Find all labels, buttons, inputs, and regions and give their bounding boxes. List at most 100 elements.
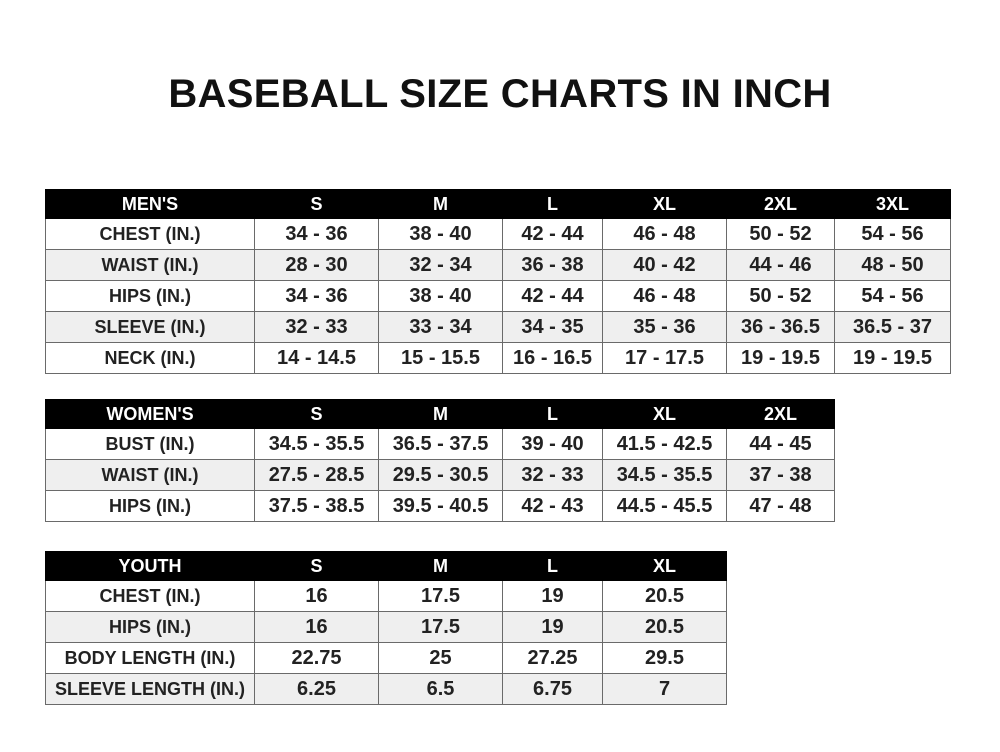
size-value: 50 - 52 bbox=[726, 280, 835, 312]
size-value: 20.5 bbox=[602, 580, 727, 612]
size-header: L bbox=[502, 189, 603, 219]
measurement-label: SLEEVE LENGTH (IN.) bbox=[45, 673, 255, 705]
womens-size-table: WOMEN'S S M L XL 2XL BUST (IN.) 34.5 - 35.5 36.5… bbox=[45, 399, 835, 522]
table-row: HIPS (IN.) 16 17.5 19 20.5 bbox=[45, 611, 727, 643]
size-value: 17.5 bbox=[378, 611, 503, 643]
size-value: 7 bbox=[602, 673, 727, 705]
size-value: 29.5 - 30.5 bbox=[378, 459, 503, 491]
header-row: YOUTH S M L XL bbox=[45, 551, 727, 581]
mens-size-table: MEN'S S M L XL 2XL 3XL CHEST (IN.) 34 - 36 38 - 4… bbox=[45, 189, 951, 374]
size-value: 36.5 - 37 bbox=[834, 311, 951, 343]
size-value: 22.75 bbox=[254, 642, 379, 674]
size-value: 32 - 33 bbox=[502, 459, 603, 491]
size-header: XL bbox=[602, 399, 727, 429]
size-header: M bbox=[378, 189, 503, 219]
measurement-label: WAIST (IN.) bbox=[45, 249, 255, 281]
size-value: 38 - 40 bbox=[378, 218, 503, 250]
size-value: 37 - 38 bbox=[726, 459, 835, 491]
measurement-label: HIPS (IN.) bbox=[45, 280, 255, 312]
size-value: 16 bbox=[254, 580, 379, 612]
size-value: 35 - 36 bbox=[602, 311, 727, 343]
size-header: S bbox=[254, 399, 379, 429]
size-value: 36 - 36.5 bbox=[726, 311, 835, 343]
size-value: 54 - 56 bbox=[834, 280, 951, 312]
measurement-label: BODY LENGTH (IN.) bbox=[45, 642, 255, 674]
size-value: 6.75 bbox=[502, 673, 603, 705]
measurement-label: CHEST (IN.) bbox=[45, 580, 255, 612]
header-row: WOMEN'S S M L XL 2XL bbox=[45, 399, 835, 429]
category-header: MEN'S bbox=[45, 189, 255, 219]
measurement-label: NECK (IN.) bbox=[45, 342, 255, 374]
table-row: BODY LENGTH (IN.) 22.75 25 27.25 29.5 bbox=[45, 642, 727, 674]
size-value: 44 - 45 bbox=[726, 428, 835, 460]
table-row: BUST (IN.) 34.5 - 35.5 36.5 - 37.5 39 - 40 4… bbox=[45, 428, 835, 460]
size-value: 50 - 52 bbox=[726, 218, 835, 250]
size-value: 54 - 56 bbox=[834, 218, 951, 250]
table-row: CHEST (IN.) 34 - 36 38 - 40 42 - 44 46 - 48 5… bbox=[45, 218, 951, 250]
table-row: WAIST (IN.) 28 - 30 32 - 34 36 - 38 40 - 42 4… bbox=[45, 249, 951, 281]
size-value: 39 - 40 bbox=[502, 428, 603, 460]
size-value: 40 - 42 bbox=[602, 249, 727, 281]
table-row: HIPS (IN.) 34 - 36 38 - 40 42 - 44 46 - 48 50… bbox=[45, 280, 951, 312]
table-row: NECK (IN.) 14 - 14.5 15 - 15.5 16 - 16.5 17 … bbox=[45, 342, 951, 374]
size-value: 44.5 - 45.5 bbox=[602, 490, 727, 522]
size-value: 36 - 38 bbox=[502, 249, 603, 281]
size-header: M bbox=[378, 399, 503, 429]
size-value: 19 bbox=[502, 611, 603, 643]
size-header: XL bbox=[602, 189, 727, 219]
size-value: 20.5 bbox=[602, 611, 727, 643]
youth-size-table: YOUTH S M L XL CHEST (IN.) 16 17.5 19 20.5 HIPS (I… bbox=[45, 551, 727, 705]
size-header: S bbox=[254, 551, 379, 581]
size-value: 29.5 bbox=[602, 642, 727, 674]
size-value: 32 - 33 bbox=[254, 311, 379, 343]
size-value: 44 - 46 bbox=[726, 249, 835, 281]
size-value: 38 - 40 bbox=[378, 280, 503, 312]
size-header: L bbox=[502, 399, 603, 429]
size-value: 46 - 48 bbox=[602, 218, 727, 250]
size-value: 36.5 - 37.5 bbox=[378, 428, 503, 460]
size-value: 17 - 17.5 bbox=[602, 342, 727, 374]
size-value: 6.25 bbox=[254, 673, 379, 705]
size-value: 19 - 19.5 bbox=[726, 342, 835, 374]
size-value: 34 - 36 bbox=[254, 218, 379, 250]
size-header: M bbox=[378, 551, 503, 581]
category-header: YOUTH bbox=[45, 551, 255, 581]
table-row: CHEST (IN.) 16 17.5 19 20.5 bbox=[45, 580, 727, 612]
table-row: WAIST (IN.) 27.5 - 28.5 29.5 - 30.5 32 - 33… bbox=[45, 459, 835, 491]
size-value: 42 - 44 bbox=[502, 218, 603, 250]
size-header: 3XL bbox=[834, 189, 951, 219]
size-value: 48 - 50 bbox=[834, 249, 951, 281]
size-value: 39.5 - 40.5 bbox=[378, 490, 503, 522]
table-row: SLEEVE (IN.) 32 - 33 33 - 34 34 - 35 35 - 36… bbox=[45, 311, 951, 343]
size-header: S bbox=[254, 189, 379, 219]
size-header: 2XL bbox=[726, 399, 835, 429]
measurement-label: HIPS (IN.) bbox=[45, 611, 255, 643]
size-value: 25 bbox=[378, 642, 503, 674]
size-value: 46 - 48 bbox=[602, 280, 727, 312]
size-value: 32 - 34 bbox=[378, 249, 503, 281]
size-value: 47 - 48 bbox=[726, 490, 835, 522]
size-value: 16 bbox=[254, 611, 379, 643]
size-value: 37.5 - 38.5 bbox=[254, 490, 379, 522]
size-value: 33 - 34 bbox=[378, 311, 503, 343]
size-value: 34.5 - 35.5 bbox=[254, 428, 379, 460]
size-value: 42 - 43 bbox=[502, 490, 603, 522]
size-header: 2XL bbox=[726, 189, 835, 219]
page-title: BASEBALL SIZE CHARTS IN INCH bbox=[168, 72, 832, 116]
category-header: WOMEN'S bbox=[45, 399, 255, 429]
size-value: 19 bbox=[502, 580, 603, 612]
size-value: 41.5 - 42.5 bbox=[602, 428, 727, 460]
size-value: 27.5 - 28.5 bbox=[254, 459, 379, 491]
size-value: 19 - 19.5 bbox=[834, 342, 951, 374]
size-value: 28 - 30 bbox=[254, 249, 379, 281]
table-row: HIPS (IN.) 37.5 - 38.5 39.5 - 40.5 42 - 43 4… bbox=[45, 490, 835, 522]
table-row: SLEEVE LENGTH (IN.) 6.25 6.5 6.75 7 bbox=[45, 673, 727, 705]
measurement-label: BUST (IN.) bbox=[45, 428, 255, 460]
size-value: 15 - 15.5 bbox=[378, 342, 503, 374]
measurement-label: WAIST (IN.) bbox=[45, 459, 255, 491]
size-value: 14 - 14.5 bbox=[254, 342, 379, 374]
measurement-label: SLEEVE (IN.) bbox=[45, 311, 255, 343]
size-value: 16 - 16.5 bbox=[502, 342, 603, 374]
size-value: 34 - 35 bbox=[502, 311, 603, 343]
size-header: L bbox=[502, 551, 603, 581]
